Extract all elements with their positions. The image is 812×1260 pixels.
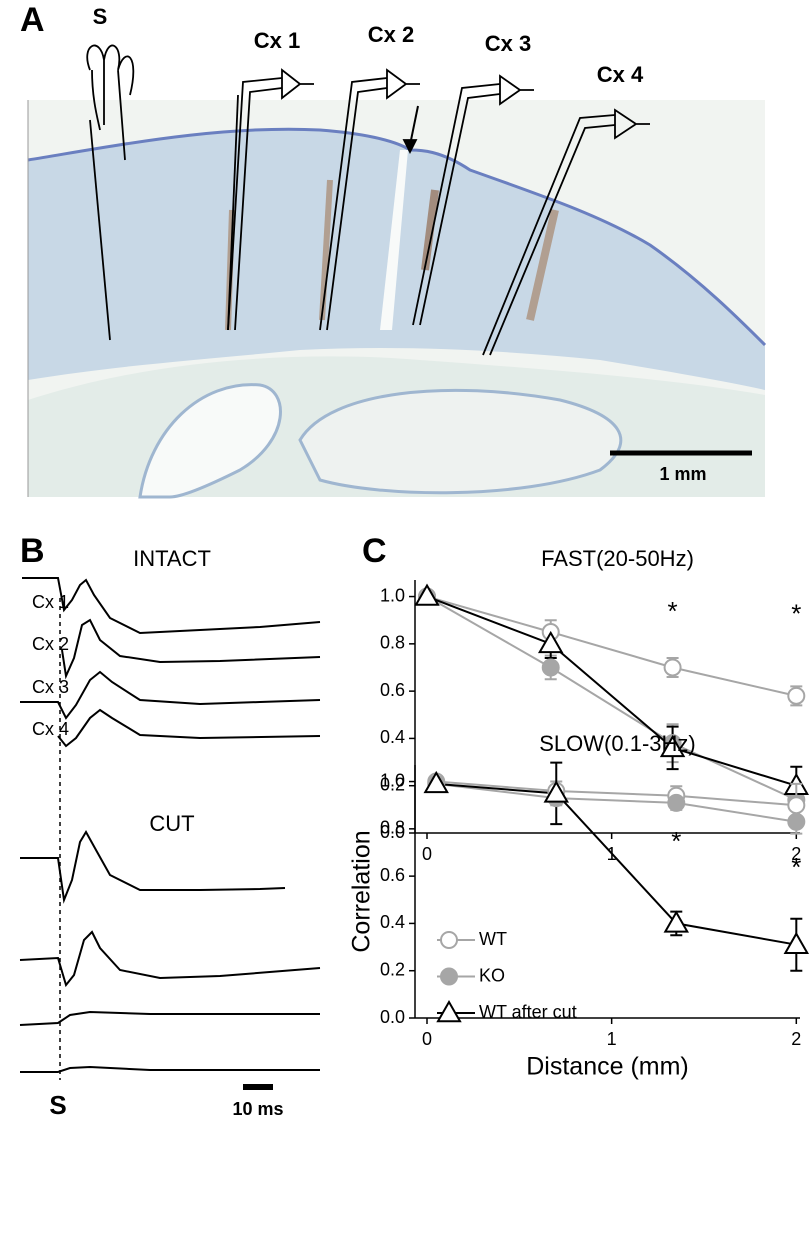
y-tick-label: 0.8 — [380, 633, 405, 653]
y-tick-label: 0.6 — [380, 680, 405, 700]
marker — [440, 967, 458, 986]
marker — [537, 630, 564, 654]
panel-title: INTACT — [133, 546, 211, 571]
electrode-label: Cx 1 — [254, 28, 300, 53]
marker — [436, 999, 462, 1023]
y-tick-label: 0.6 — [380, 865, 405, 885]
marker — [667, 793, 686, 812]
marker — [423, 770, 449, 794]
annotation: * — [668, 596, 678, 626]
panel-label: B — [20, 532, 45, 570]
marker — [414, 583, 440, 606]
chart-title: SLOW(0.1-3Hz) — [539, 731, 695, 756]
y-tick-label: 0.0 — [380, 1007, 405, 1027]
y-tick-label: 0.0 — [380, 822, 405, 842]
series-line — [426, 595, 797, 787]
y-tick-label: 0.8 — [380, 818, 405, 838]
series-line — [426, 595, 797, 801]
panel-title: CUT — [149, 811, 194, 836]
marker — [787, 812, 806, 831]
x-tick-label: 0 — [422, 1029, 432, 1049]
panel-label: C — [362, 532, 387, 570]
trace-label: Cx 4 — [32, 719, 69, 739]
y-tick-label: 1.0 — [380, 585, 405, 605]
y-axis-label: Correlation — [348, 830, 376, 952]
marker — [663, 658, 682, 677]
y-tick-label: 0.2 — [380, 774, 405, 794]
x-tick-label: 0 — [422, 844, 432, 864]
y-tick-label: 0.2 — [380, 959, 405, 979]
marker — [787, 686, 806, 705]
legend-label: WT — [479, 929, 507, 949]
x-tick-label: 1 — [607, 1029, 617, 1049]
electrodes — [86, 44, 752, 456]
electrode-label: Cx 4 — [597, 62, 644, 87]
trace-label: Cx 3 — [32, 677, 69, 697]
chart-title: FAST(20-50Hz) — [541, 546, 694, 571]
trace-label: Cx 2 — [32, 634, 69, 654]
series-line — [436, 780, 797, 807]
x-axis-label: Distance (mm) — [526, 1053, 689, 1081]
y-tick-label: 0.4 — [380, 727, 405, 747]
marker — [659, 734, 686, 758]
x-tick-label: 2 — [791, 1029, 801, 1049]
y-tick-label: 0.4 — [380, 912, 405, 932]
series-line — [436, 782, 797, 946]
series-line — [426, 595, 797, 697]
legend-label: WT after cut — [479, 1002, 577, 1022]
annotation: * — [791, 852, 801, 882]
y-tick-label: 1.0 — [380, 770, 405, 790]
electrode-label: Cx 3 — [485, 31, 531, 56]
stim-label: S — [93, 4, 108, 29]
electrode-label: Cx 2 — [368, 22, 414, 47]
histology — [27, 100, 767, 499]
marker — [663, 910, 690, 933]
traces — [19, 577, 321, 1090]
x-tick-label: 2 — [791, 844, 801, 864]
stim-label: S — [49, 1090, 66, 1120]
marker — [440, 931, 458, 949]
panel-label: A — [20, 1, 45, 39]
marker — [783, 931, 810, 954]
marker — [543, 780, 569, 803]
annotation: * — [791, 598, 801, 628]
time-scale-label: 10 ms — [232, 1099, 283, 1119]
legend-label: KO — [479, 965, 505, 985]
series-line — [436, 782, 797, 823]
scale-bar-label: 1 mm — [659, 464, 706, 484]
marker — [541, 658, 560, 677]
marker — [787, 796, 806, 815]
annotation: * — [671, 826, 681, 856]
